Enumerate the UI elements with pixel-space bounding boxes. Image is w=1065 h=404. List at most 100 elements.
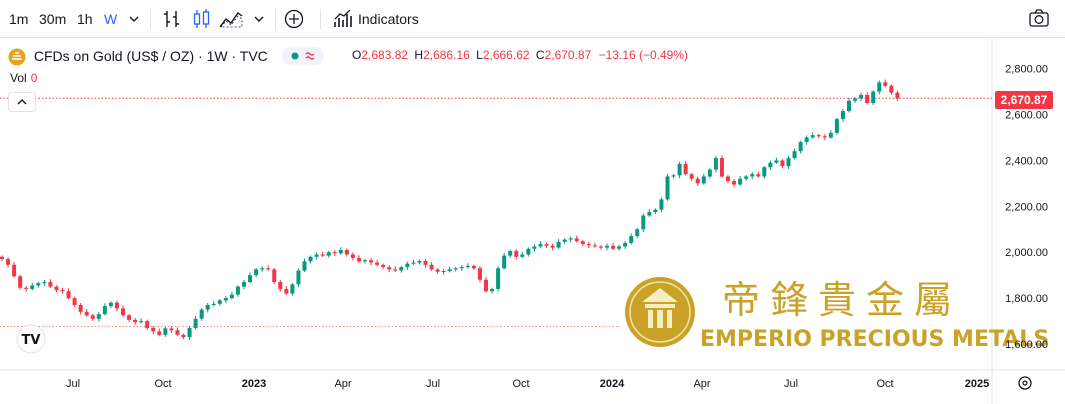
candle-body: [889, 85, 894, 93]
candle-body: [435, 269, 440, 272]
collapse-legend-button[interactable]: [8, 92, 36, 112]
candle-body: [163, 328, 168, 335]
candle-body: [477, 268, 482, 280]
candle-body: [532, 246, 537, 249]
candle-body: [695, 178, 700, 184]
candle-body: [42, 282, 47, 284]
candle-body: [399, 267, 404, 271]
candle-body: [471, 265, 476, 269]
market-status-badge[interactable]: [281, 47, 324, 66]
symbol-title[interactable]: CFDs on Gold (US$ / OZ) · 1W · TVC: [33, 48, 268, 65]
candle-body: [48, 282, 53, 287]
indicators-button[interactable]: Indicators: [358, 11, 419, 27]
candle-body: [514, 251, 519, 257]
candle-body: [804, 137, 809, 143]
time-axis-settings-icon[interactable]: [1018, 376, 1032, 390]
candle-body: [175, 330, 180, 335]
candle-body: [623, 243, 628, 247]
high-value: 2,686.16: [423, 48, 470, 62]
candle-body: [617, 246, 622, 249]
candle-body: [726, 176, 730, 182]
interval-w-button[interactable]: W: [104, 11, 118, 27]
price-axis-tick: 2,400.00: [1005, 155, 1048, 167]
candle-body: [254, 269, 259, 276]
candles-icon[interactable]: [192, 0, 212, 38]
time-axis-tick: 2025: [965, 378, 989, 390]
top-toolbar: 1m 30m 1h W Indicators: [0, 0, 1065, 38]
candle-body: [24, 287, 29, 289]
candle-body: [895, 92, 900, 99]
candle-body: [635, 229, 640, 237]
candle-body: [496, 268, 501, 289]
candle-body: [266, 268, 271, 270]
candle-body: [750, 174, 755, 177]
candle-body: [701, 176, 706, 184]
candle-body: [671, 175, 676, 177]
last-price-label: 2,670.87: [995, 91, 1053, 109]
candle-body: [786, 158, 791, 167]
watermark-english-text: EMPERIO PRECIOUS METALS: [700, 327, 1049, 352]
candle-body: [556, 241, 561, 248]
tradingview-logo-glyph: TV: [22, 333, 41, 348]
candle-body: [586, 244, 591, 246]
price-axis-tick: 1,800.00: [1005, 293, 1048, 305]
candle-body: [320, 254, 325, 256]
candle-body: [248, 275, 253, 283]
candle-body: [302, 261, 307, 271]
close-value: 2,670.87: [544, 48, 592, 62]
candle-body: [580, 241, 585, 245]
candle-body: [387, 267, 392, 270]
add-compare-icon[interactable]: [284, 0, 304, 38]
area-chart-icon[interactable]: [218, 0, 244, 38]
candle-body: [356, 257, 361, 262]
candle-body: [774, 160, 779, 163]
candle-body: [490, 288, 495, 292]
candle-body: [199, 309, 204, 319]
change-value: −13.16 (−0.49%): [598, 48, 689, 62]
candle-body: [647, 212, 652, 216]
candle-body: [30, 285, 35, 289]
candle-body: [338, 249, 343, 254]
candle-body: [822, 136, 827, 138]
candle-body: [290, 284, 295, 294]
candle-body: [296, 270, 301, 285]
bar-style-icon[interactable]: [162, 0, 182, 38]
candle-body: [780, 160, 785, 167]
interval-30m-button[interactable]: 30m: [39, 11, 67, 27]
candle-body: [187, 327, 192, 338]
tradingview-logo-icon[interactable]: [16, 324, 46, 354]
time-axis-tick: 2023: [242, 378, 266, 390]
interval-1m-button[interactable]: 1m: [9, 11, 29, 27]
candle-body: [665, 176, 670, 200]
chart-type-dropdown-icon[interactable]: [253, 0, 265, 38]
candle-body: [60, 290, 65, 292]
indicators-icon[interactable]: [333, 0, 353, 38]
interval-dropdown-icon[interactable]: [128, 0, 140, 38]
candle-body: [834, 119, 839, 133]
time-axis-tick: 2024: [600, 378, 625, 390]
camera-icon[interactable]: [1028, 0, 1050, 38]
candle-body: [344, 249, 349, 255]
interval-1h-button[interactable]: 1h: [77, 11, 93, 27]
candle-body: [502, 255, 507, 269]
candle-body: [677, 163, 682, 176]
candle-body: [205, 304, 210, 310]
candle-body: [641, 215, 646, 230]
toolbar-divider: [150, 9, 151, 29]
candle-body: [871, 91, 876, 104]
low-label: L: [476, 48, 483, 62]
close-label: C: [535, 48, 545, 62]
toolbar-divider: [275, 9, 276, 29]
candle-body: [568, 238, 573, 240]
candle-body: [145, 321, 150, 328]
candle-body: [381, 264, 386, 268]
price-axis-tick: 2,000.00: [1005, 247, 1048, 259]
candle-body: [0, 256, 4, 260]
volume-value: 0: [30, 71, 38, 85]
price-axis-tick: 2,600.00: [1005, 110, 1048, 122]
candle-body: [96, 314, 101, 319]
candle-body: [90, 315, 95, 319]
candle-body: [369, 260, 374, 263]
toolbar-divider: [320, 9, 321, 29]
